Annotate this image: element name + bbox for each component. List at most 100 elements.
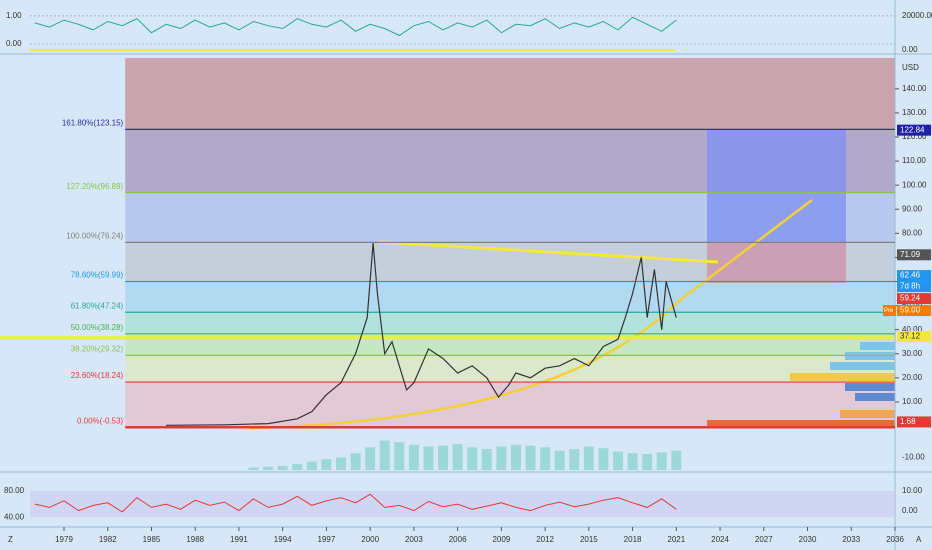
price-tag-label: 62.46 [900,271,921,280]
price-tag-label: 1.68 [900,417,916,426]
x-tick-label: 2009 [492,535,510,544]
y-tick-label: -10.00 [902,453,925,462]
fib-band [125,281,896,313]
y-tick-label: 40.00 [4,512,25,521]
fib-label: 161.80%(123.15) [62,119,124,128]
y-tick-label: 80.00 [4,486,25,495]
price-line [166,242,677,426]
fib-label: 78.60%(59.99) [71,271,124,280]
price-tag [897,293,931,305]
x-tick-label: 1994 [274,535,292,544]
volume-bar [350,453,361,470]
fib-label: 127.20%(96.89) [66,182,123,191]
fib-label: 23.60%(18.24) [71,371,124,380]
volume-bar [496,446,507,470]
y-tick-label: 20.00 [902,373,923,382]
badge [883,305,896,317]
y2-tick-label: 10.00 [902,486,923,495]
fib-label: 38.20%(29.32) [71,344,124,353]
fib-label: 50.00%(38.28) [71,323,124,332]
price-tag-label: 59.00 [900,306,921,315]
volume-bar [540,447,551,470]
x-tick-label: 2021 [667,535,685,544]
volume-bar [277,465,288,470]
curve [249,199,813,430]
volume-bar [423,446,434,470]
trendline [377,240,719,264]
corner-label: Z [8,535,13,544]
y-tick-label: 80.00 [902,228,923,237]
volume-bar [598,448,609,470]
y-tick-label: 1.00 [6,11,22,20]
x-tick-label: 2036 [886,535,904,544]
volume-bar [365,447,376,470]
volume-bar [671,450,682,470]
volume-bar [321,459,332,470]
y-tick-label: 40.00 [902,325,923,334]
volume-bar [336,457,347,470]
y-tick-label: 130.00 [902,108,927,117]
volume-bar [627,453,638,470]
price-tag [897,331,931,343]
y-tick-label: 100.00 [902,180,927,189]
rsi-band [30,491,895,518]
y-tick-label: 110.00 [902,156,926,165]
x-tick-label: 2012 [536,535,554,544]
x-tick-label: 2006 [449,535,467,544]
volume-bar [525,445,536,470]
y-tick-label: 120.00 [902,132,927,141]
volume-bar [613,451,624,470]
x-tick-label: 1997 [318,535,336,544]
volume-bar [306,461,317,470]
x-tick-label: 2027 [755,535,773,544]
price-tag-label: 37.12 [900,332,921,341]
volume-bar [569,449,580,470]
x-tick-label: 2015 [580,535,598,544]
volume-profile [707,342,895,426]
fib-band [125,382,896,428]
price-tag-label: 59.24 [900,294,921,303]
volume-bar [263,466,274,470]
fib-label: 0.00%(-0.53) [77,416,124,425]
currency-label: USD [902,63,919,72]
x-tick-label: 2000 [361,535,379,544]
price-tag [897,305,931,317]
fib-band [125,58,896,130]
volume-bar [292,464,303,470]
fib-label: 100.00%(76.24) [66,231,123,240]
price-tag-label: 71.09 [900,250,921,259]
y2-tick-label: 20000.00 [902,11,932,20]
y-tick-label: 10.00 [902,397,923,406]
price-tag [897,270,931,282]
y-tick-label: 90.00 [902,204,923,213]
x-tick-label: 2024 [711,535,729,544]
countdown-label: 7d 8h [900,282,920,291]
y-tick-label: 0.00 [6,39,22,48]
price-tag [897,124,931,136]
volume-bar [510,444,521,470]
badge-label: Pre [884,308,894,314]
volume-bar [438,445,449,470]
volume-bar [408,444,419,470]
volume-bar [394,442,405,470]
x-tick-label: 2003 [405,535,423,544]
countdown-tag [897,281,931,293]
x-tick-label: 1985 [143,535,161,544]
x-tick-label: 2018 [624,535,642,544]
volume-bar [583,446,594,470]
x-tick-label: 2033 [842,535,860,544]
price-tag [897,249,931,261]
oscillator-line [34,16,677,37]
x-tick-label: 1979 [55,535,73,544]
y2-tick-label: 0.00 [902,45,918,54]
y-tick-label: 140.00 [902,84,927,93]
volume-bar [248,467,259,470]
rsi-line [34,493,677,513]
y-tick-label: 30.00 [902,349,923,358]
y2-tick-label: 0.00 [902,506,918,515]
price-tag-label: 122.84 [900,125,925,134]
volume-bar [467,447,478,470]
volume-bar [481,449,492,470]
volume-bar [379,440,390,470]
